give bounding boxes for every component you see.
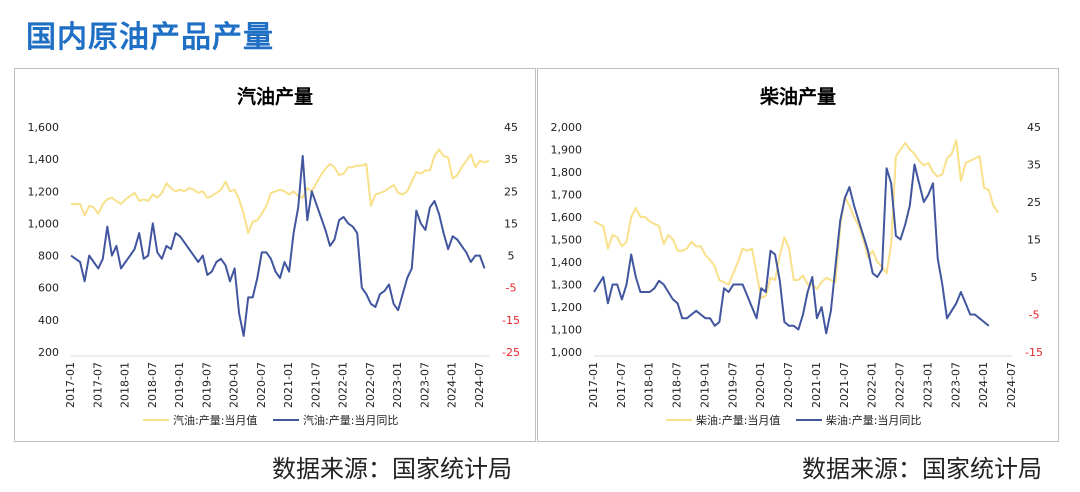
x-tick-label: 2020-07 (255, 362, 268, 408)
x-tick-label: 2020-01 (754, 362, 767, 408)
diesel-chart: 柴油产量 1,000 1,100 1,200 1,300 1,400 1,500 1,600 1… (551, 85, 1043, 427)
x-tick-label: 2022-07 (894, 362, 907, 408)
series-line-yoy (70, 154, 486, 337)
y-right-tick-label: 45 (1027, 121, 1041, 134)
chart-title: 汽油产量 (237, 85, 313, 108)
x-tick-label: 2024-07 (1005, 362, 1018, 408)
x-tick-label: 2023-07 (949, 362, 962, 408)
y-right-tick-label: 5 (1031, 271, 1038, 284)
x-tick-label: 2019-01 (173, 362, 186, 408)
y-left-tick-label: 1,200 (28, 185, 60, 198)
x-tick-label: 2022-01 (337, 362, 350, 408)
x-tick-label: 2017-01 (587, 362, 600, 408)
y-left-tick-label: 1,800 (551, 166, 583, 179)
y-left-tick-label: 1,300 (551, 279, 583, 292)
chart-title: 柴油产量 (759, 85, 836, 108)
series-line-level (593, 139, 999, 299)
y-left-tick-label: 1,500 (551, 234, 583, 247)
x-tick-label: 2022-01 (866, 362, 879, 408)
x-tick-label: 2017-07 (615, 362, 628, 408)
page-title: 国内原油产品产量 (26, 20, 274, 55)
series-line-yoy (593, 163, 990, 335)
y-right-tick-label: -15 (502, 314, 520, 327)
x-tick-label: 2020-01 (228, 362, 241, 408)
legend-label: 汽油:产量:当月同比 (303, 413, 398, 427)
y-left-tick-label: 200 (38, 346, 59, 359)
y-left-tick-label: 1,400 (28, 153, 60, 166)
x-tick-label: 2017-07 (91, 362, 104, 408)
y-right-tick-label: 25 (1027, 196, 1041, 209)
legend-label: 柴油:产量:当月值 (696, 413, 780, 427)
y-right-tick-label: 45 (504, 121, 518, 134)
legend-label: 汽油:产量:当月值 (173, 413, 257, 427)
x-tick-label: 2022-07 (364, 362, 377, 408)
x-tick-label: 2023-07 (418, 362, 431, 408)
legend-label: 柴油:产量:当月同比 (826, 413, 921, 427)
y-left-tick-label: 2,000 (551, 121, 583, 134)
x-tick-label: 2019-07 (200, 362, 213, 408)
y-left-tick-label: 1,900 (551, 144, 583, 157)
x-tick-label: 2021-01 (810, 362, 823, 408)
x-tick-label: 2021-01 (282, 362, 295, 408)
y-left-tick-label: 1,700 (551, 189, 583, 202)
y-right-tick-label: 35 (1027, 159, 1041, 172)
y-right-tick-label: -15 (1025, 346, 1043, 359)
x-tick-label: 2018-07 (146, 362, 159, 408)
source-note-left: 数据来源：国家统计局 (272, 455, 512, 483)
y-right-tick-label: 35 (504, 153, 518, 166)
y-left-tick-label: 1,600 (28, 121, 60, 134)
y-right-tick-label: -5 (506, 282, 517, 295)
series-line-level (71, 148, 490, 235)
y-left-tick-label: 1,000 (551, 346, 583, 359)
x-tick-label: 2019-01 (698, 362, 711, 408)
y-right-tick-label: 15 (1027, 234, 1041, 247)
x-tick-label: 2023-01 (391, 362, 404, 408)
y-right-tick-label: -5 (1029, 309, 1040, 322)
x-tick-label: 2018-01 (643, 362, 656, 408)
x-tick-label: 2018-01 (119, 362, 132, 408)
y-left-tick-label: 600 (38, 282, 59, 295)
y-right-tick-label: -25 (502, 346, 520, 359)
y-left-tick-label: 800 (38, 250, 59, 263)
x-tick-label: 2021-07 (838, 362, 851, 408)
diesel-chart-panel: 柴油产量 1,000 1,100 1,200 1,300 1,400 1,500 1,600 1… (537, 68, 1059, 442)
x-tick-label: 2023-01 (921, 362, 934, 408)
x-tick-label: 2024-01 (977, 362, 990, 408)
y-left-tick-label: 1,200 (551, 301, 583, 314)
y-left-tick-label: 1,400 (551, 256, 583, 269)
y-left-tick-label: 400 (38, 314, 59, 327)
x-tick-label: 2018-07 (671, 362, 684, 408)
y-right-tick-label: 5 (508, 250, 515, 263)
gasoline-chart: 汽油产量 200 400 600 800 1,000 1,200 1,400 1,600 -25 -… (28, 85, 520, 427)
source-note-right: 数据来源：国家统计局 (802, 455, 1042, 483)
y-left-tick-label: 1,100 (551, 324, 583, 337)
y-right-tick-label: 15 (504, 217, 518, 230)
x-tick-label: 2024-01 (446, 362, 459, 408)
x-tick-label: 2024-07 (473, 362, 486, 408)
x-tick-label: 2021-07 (309, 362, 322, 408)
gasoline-chart-panel: 汽油产量 200 400 600 800 1,000 1,200 1,400 1,600 -25 -… (14, 68, 536, 442)
y-left-tick-label: 1,000 (28, 217, 60, 230)
y-left-tick-label: 1,600 (551, 211, 583, 224)
x-tick-label: 2017-01 (64, 362, 77, 408)
x-tick-label: 2020-07 (782, 362, 795, 408)
x-tick-label: 2019-07 (726, 362, 739, 408)
y-right-tick-label: 25 (504, 185, 518, 198)
